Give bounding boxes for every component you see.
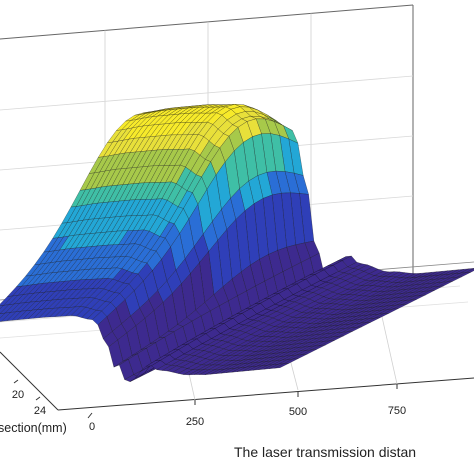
tick-mark xyxy=(13,379,19,384)
x-tick-label-250: 250 xyxy=(186,416,204,428)
floor-side-edge xyxy=(0,351,59,411)
back-wall-top-edge xyxy=(0,4,414,40)
y-axis-title: section(mm) xyxy=(0,421,67,435)
floor-tick-marks xyxy=(13,379,398,419)
x-tick-label-750: 750 xyxy=(388,405,406,417)
x-tick-label-500: 500 xyxy=(289,406,307,418)
tick-label-zero: 0 xyxy=(89,421,95,433)
floor-front-edge xyxy=(57,377,474,411)
surface-mesh xyxy=(0,104,474,382)
y-tick-label-24: 24 xyxy=(34,405,46,417)
y-tick-label-20: 20 xyxy=(12,389,24,401)
surface-cell xyxy=(274,363,290,369)
tick-mark xyxy=(35,396,41,401)
back-wall-grid-line xyxy=(0,75,414,111)
tick-mark xyxy=(87,412,93,419)
x-axis-title: The laser transmission distan xyxy=(234,444,416,460)
